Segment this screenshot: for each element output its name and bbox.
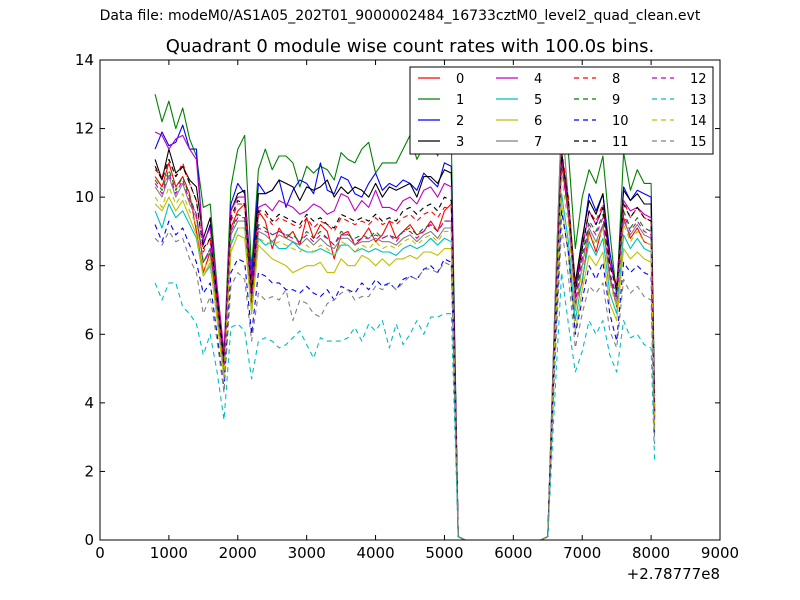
y-tick-label: 0 <box>84 531 94 549</box>
legend-label-14: 14 <box>690 114 707 129</box>
legend-box <box>409 66 714 155</box>
series-line-13 <box>154 272 656 541</box>
x-tick-label: 3000 <box>288 544 326 562</box>
legend-label-10: 10 <box>612 114 629 129</box>
legend-label-1: 1 <box>456 93 464 108</box>
legend-label-11: 11 <box>612 135 629 150</box>
x-tick-label: 6000 <box>494 544 532 562</box>
legend-label-9: 9 <box>612 93 620 108</box>
y-tick-label: 4 <box>84 394 94 412</box>
legend-label-4: 4 <box>534 72 542 87</box>
y-tick-label: 6 <box>84 325 94 343</box>
series-line-11 <box>154 155 656 541</box>
series-line-1 <box>154 94 656 541</box>
y-tick-label: 8 <box>84 257 94 275</box>
legend-label-7: 7 <box>534 135 542 150</box>
series-layer <box>154 94 656 541</box>
legend-label-8: 8 <box>612 72 620 87</box>
x-tick-label: 8000 <box>632 544 670 562</box>
series-line-14 <box>154 176 656 541</box>
legend-label-12: 12 <box>690 72 707 87</box>
legend-label-5: 5 <box>534 93 542 108</box>
y-tick-label: 2 <box>84 462 94 480</box>
y-tick-label: 10 <box>75 188 94 206</box>
x-tick-label: 5000 <box>425 544 463 562</box>
legend-label-13: 13 <box>690 93 707 108</box>
ticks-layer: 0 1000 2000 3000 4000 5000 6000 7000 8000 9000 0 2 4… <box>75 51 739 562</box>
x-offset-label: +2.78777e8 <box>627 565 720 583</box>
series-line-15 <box>154 227 656 541</box>
x-tick-label: 0 <box>95 544 105 562</box>
series-line-10 <box>154 210 656 541</box>
chart-title: Quadrant 0 module wise count rates with … <box>165 36 655 57</box>
x-tick-label: 9000 <box>701 544 739 562</box>
x-tick-label: 7000 <box>563 544 601 562</box>
legend-label-15: 15 <box>690 135 707 150</box>
y-tick-label: 14 <box>75 51 94 69</box>
legend-label-3: 3 <box>456 135 464 150</box>
x-tick-label: 2000 <box>219 544 257 562</box>
legend-label-2: 2 <box>456 114 464 129</box>
legend-label-0: 0 <box>456 72 464 87</box>
y-tick-label: 12 <box>75 120 94 138</box>
suptitle: Data file: modeM0/AS1A05_202T01_90000024… <box>99 8 701 24</box>
x-tick-label: 4000 <box>356 544 394 562</box>
series-line-8 <box>154 148 656 541</box>
legend-label-6: 6 <box>534 114 542 129</box>
x-tick-label: 1000 <box>150 544 188 562</box>
axes-frame <box>99 59 721 541</box>
